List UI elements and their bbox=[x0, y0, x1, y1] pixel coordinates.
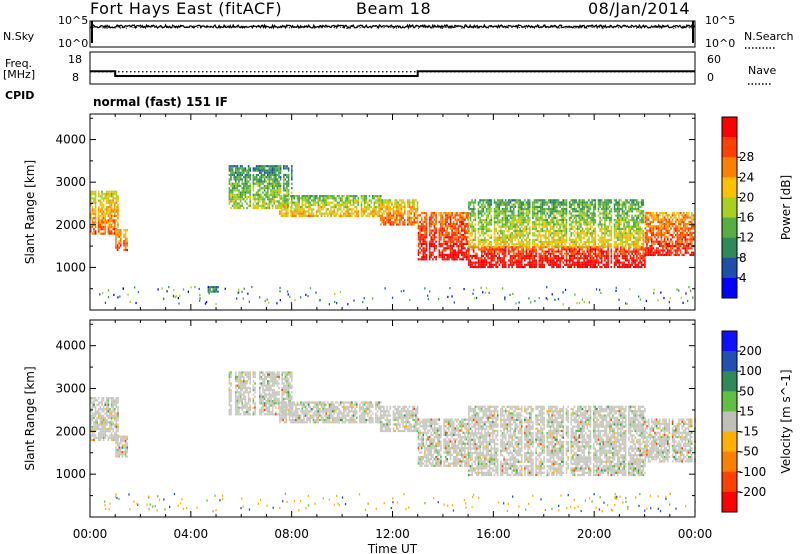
freq-tick-bottom: 8 bbox=[72, 71, 79, 84]
velocity-ytick-label-1000: 1000 bbox=[55, 467, 86, 481]
freq-label: Freq. bbox=[5, 57, 33, 70]
power-colorbar-segment bbox=[722, 217, 737, 238]
velocity-colorbar-label-5: -50 bbox=[739, 445, 759, 459]
velocity-ytick-label-2000: 2000 bbox=[55, 424, 86, 438]
power-colorbar-label-6: 28 bbox=[739, 150, 754, 164]
power-ytick-label-3000: 3000 bbox=[55, 175, 86, 189]
velocity-colorbar-label-7: -200 bbox=[739, 485, 766, 499]
power-colorbar-label-5: 24 bbox=[739, 170, 754, 184]
xtick-label-0: 00:00 bbox=[73, 527, 108, 541]
power-colorbar-frame bbox=[721, 116, 738, 299]
freq-panel-frame bbox=[89, 51, 696, 85]
velocity-scatter-cells bbox=[90, 371, 696, 513]
power-colorbar-label-4: 20 bbox=[739, 190, 754, 204]
velocity-colorbar-segment bbox=[722, 331, 737, 352]
beam-label: Beam 18 bbox=[356, 0, 432, 18]
power-colorbar-label-3: 16 bbox=[739, 211, 754, 225]
x-axis-label: Time UT bbox=[367, 542, 418, 554]
velocity-colorbar-label-6: -100 bbox=[739, 465, 766, 479]
velocity-colorbar-segment bbox=[722, 391, 737, 412]
velocity-colorbar-label-0: 200 bbox=[739, 344, 762, 358]
power-colorbar-label-1: 8 bbox=[739, 251, 747, 265]
velocity-ytick-label-4000: 4000 bbox=[55, 339, 86, 353]
velocity-colorbar-label-2: 50 bbox=[739, 384, 754, 398]
date-label: 08/Jan/2014 bbox=[588, 0, 691, 18]
power-colorbar-label-0: 4 bbox=[739, 271, 747, 285]
freq-unit-label: [MHz] bbox=[3, 68, 36, 81]
power-ytick-label-1000: 1000 bbox=[55, 260, 86, 274]
xtick-label-2: 08:00 bbox=[274, 527, 309, 541]
power-ytick-label-2000: 2000 bbox=[55, 218, 86, 232]
velocity-colorbar-label-4: -15 bbox=[739, 425, 759, 439]
power-colorbar-label-2: 12 bbox=[739, 231, 754, 245]
velocity-colorbar-segment bbox=[722, 491, 737, 513]
cpid-label: CPID bbox=[5, 89, 35, 102]
freq-tick-top: 18 bbox=[68, 53, 82, 66]
velocity-colorbar-segment bbox=[722, 471, 737, 493]
cpid-value: normal (fast) 151 IF bbox=[93, 95, 228, 109]
power-colorbar-segment bbox=[722, 277, 737, 299]
xtick-label-1: 04:00 bbox=[174, 527, 209, 541]
velocity-colorbar-label-3: 15 bbox=[739, 404, 754, 418]
power-colorbar-title: Power [dB] bbox=[779, 175, 793, 240]
velocity-ytick-label-3000: 3000 bbox=[55, 382, 86, 396]
power-ylabel: Slant Range [km] bbox=[23, 160, 37, 264]
xtick-label-4: 16:00 bbox=[476, 527, 511, 541]
nave-tick-bottom: 0 bbox=[707, 71, 714, 84]
velocity-colorbar-segment bbox=[722, 451, 737, 473]
noise-panel-frame bbox=[89, 20, 696, 48]
noise-series-nsearch bbox=[89, 24, 696, 30]
velocity-colorbar-segment bbox=[722, 351, 737, 372]
noise-series-nsky bbox=[89, 23, 696, 30]
noise-tick-right-top: 10^5 bbox=[705, 14, 736, 27]
velocity-ylabel: Slant Range [km] bbox=[23, 366, 37, 470]
power-colorbar-segment bbox=[722, 117, 737, 138]
noise-tick-left-bottom: 10^0 bbox=[58, 37, 89, 50]
velocity-colorbar-label-1: 100 bbox=[739, 364, 762, 378]
power-colorbar-segment bbox=[722, 157, 737, 178]
power-colorbar-segment bbox=[722, 197, 737, 218]
velocity-colorbar-title: Velocity [m s^-1] bbox=[779, 369, 793, 473]
power-ytick-label-4000: 4000 bbox=[55, 133, 86, 147]
xtick-label-3: 12:00 bbox=[375, 527, 410, 541]
noise-tick-left-top: 10^5 bbox=[58, 14, 89, 27]
power-colorbar-segment bbox=[722, 257, 737, 279]
xtick-label-6: 00:00 bbox=[678, 527, 713, 541]
station-title: Fort Hays East (fitACF) bbox=[90, 0, 283, 18]
velocity-colorbar-segment bbox=[722, 431, 737, 452]
velocity-colorbar-frame bbox=[721, 330, 738, 513]
velocity-colorbar-segment bbox=[722, 371, 737, 392]
nsky-label: N.Sky bbox=[3, 30, 35, 43]
nsearch-label: N.Search bbox=[744, 30, 794, 43]
nave-label: Nave bbox=[748, 64, 777, 77]
xtick-label-5: 20:00 bbox=[577, 527, 612, 541]
power-colorbar-segment bbox=[722, 137, 737, 158]
nave-tick-top: 60 bbox=[707, 53, 721, 66]
power-colorbar-segment bbox=[722, 237, 737, 259]
power-colorbar-segment bbox=[722, 177, 737, 198]
velocity-colorbar-segment bbox=[722, 411, 737, 432]
freq-series-line bbox=[90, 70, 695, 77]
power-scatter-cells bbox=[90, 165, 695, 306]
noise-tick-right-bottom: 10^0 bbox=[705, 37, 736, 50]
